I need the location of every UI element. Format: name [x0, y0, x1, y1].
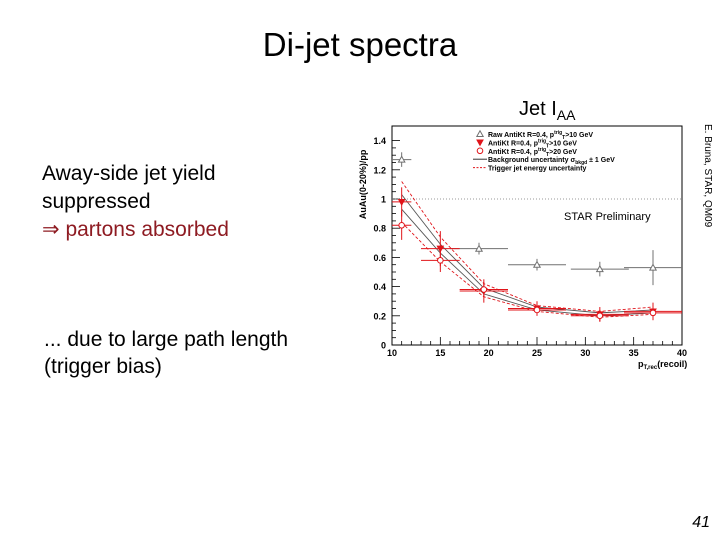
x-axis-label: pT,rec(recoil): [638, 359, 687, 371]
legend-marker: [475, 129, 485, 138]
x-tick-label: 40: [677, 348, 687, 358]
bullet-1-line-3: ⇒ partons absorbed: [42, 216, 229, 244]
bullet-1-line-1: Away-side jet yield: [42, 162, 216, 185]
y-tick-label: 1.2: [373, 165, 386, 175]
x-tick-label: 20: [484, 348, 494, 358]
bullet-1-line-3-text: partons absorbed: [59, 218, 229, 241]
data-point-series-2: [596, 312, 604, 320]
y-tick-label: 0: [381, 341, 386, 351]
legend-marker: [476, 139, 484, 147]
credit-text: E. Bruna, STAR, QM09: [702, 124, 713, 228]
data-point-series-0: [397, 155, 406, 163]
uncertainty-curve-1: [401, 222, 654, 318]
bullet-2-line-1: ... due to large path length: [44, 328, 289, 351]
data-point-series-2: [398, 221, 405, 229]
y-tick-label: 0.4: [373, 282, 386, 292]
data-point-series-0: [532, 260, 542, 268]
bullet-2-line-2: (trigger bias): [44, 355, 162, 378]
bullet-path-length: ... due to large path length (trigger bi…: [44, 326, 288, 380]
uncertainty-curve-2: [401, 194, 654, 314]
y-tick-label: 0.2: [373, 311, 386, 321]
legend-label: Background uncertainty σbkgd ± 1 GeV: [488, 157, 615, 166]
legend-marker: [476, 147, 484, 155]
y-axis-label: AuAu(0-20%)/pp: [358, 149, 368, 219]
legend-label: AntiKt R=0.4, ptrigT>10 GeV: [488, 138, 577, 149]
plot-caption: Jet IAA: [519, 98, 575, 123]
data-point-series-2: [480, 286, 488, 293]
data-point-series-2: [649, 309, 657, 317]
data-point-series-2: [533, 306, 541, 314]
implies-arrow-icon: ⇒: [42, 218, 60, 241]
page-number: 41: [692, 514, 710, 531]
x-tick-label: 15: [435, 348, 445, 358]
data-point-series-0: [474, 244, 484, 252]
uncertainty-curve-0: [401, 181, 654, 312]
y-tick-label: 1.4: [373, 136, 386, 146]
data-point-series-1: [397, 198, 406, 206]
x-tick-label: 35: [629, 348, 639, 358]
legend-label: AntiKt R=0.4, ptrigT>20 GeV: [488, 147, 577, 158]
caption-main: Jet I: [519, 98, 557, 120]
y-tick-label: 0.6: [373, 253, 386, 263]
legend-label: Trigger jet energy uncertainty: [488, 166, 587, 173]
y-tick-label: 1: [381, 195, 386, 205]
x-tick-label: 30: [580, 348, 590, 358]
legend-label: Raw AntiKt R=0.4, ptrigT>10 GeV: [488, 130, 593, 141]
y-tick-label: 0.8: [373, 224, 386, 234]
data-point-series-0: [595, 264, 604, 273]
bullet-1-line-2: suppressed: [42, 190, 151, 213]
x-tick-label: 25: [532, 348, 542, 358]
data-point-series-2: [437, 257, 444, 264]
data-point-series-0: [648, 263, 658, 271]
slide-title: Di-jet spectra: [262, 26, 458, 63]
jet-iaa-chart: 0 0.2 0.4 0.6 0.8 1 1.2 1.4 10 15 20 25 30 35 40 AuAu(0…: [358, 125, 687, 371]
x-tick-label: 10: [387, 348, 397, 358]
star-preliminary-label: STAR Preliminary: [564, 211, 651, 223]
caption-subscript: AA: [556, 107, 576, 123]
bullet-away-side-yield: Away-side jet yield suppressed ⇒ partons…: [42, 160, 229, 244]
